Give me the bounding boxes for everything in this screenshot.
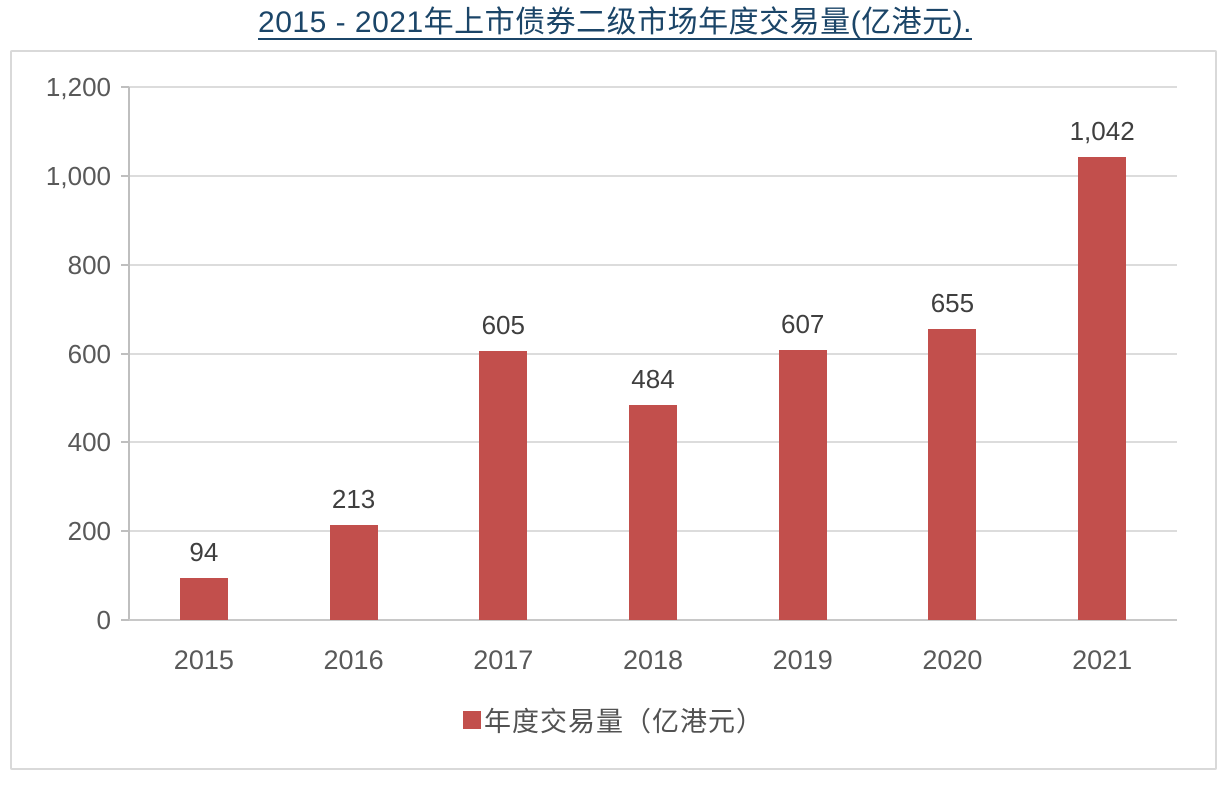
y-axis-tick-label: 600 bbox=[67, 338, 111, 369]
y-axis-tick bbox=[121, 263, 129, 266]
x-axis-category-label: 2017 bbox=[473, 645, 534, 675]
chart-title-link[interactable]: 2015 - 2021年上市债券二级市场年度交易量(亿港元). bbox=[258, 6, 972, 39]
x-axis-category-label: 2020 bbox=[922, 645, 983, 675]
bar-2017 bbox=[479, 351, 528, 620]
legend-series-label: 年度交易量（亿港元） bbox=[484, 707, 764, 737]
y-axis-tick-label: 0 bbox=[96, 605, 111, 635]
bar-value-label: 484 bbox=[631, 364, 675, 395]
x-axis-category-label: 2019 bbox=[772, 645, 833, 675]
y-axis-tick-label: 200 bbox=[67, 516, 111, 547]
legend: 年度交易量（亿港元） bbox=[12, 700, 1215, 739]
y-axis-tick-label: 1,200 bbox=[45, 72, 111, 102]
bar-value-label: 607 bbox=[781, 309, 825, 340]
bar-2019 bbox=[778, 350, 827, 620]
y-axis-tick bbox=[121, 174, 129, 177]
y-axis-tick bbox=[121, 619, 129, 621]
chart-container: 0 200 400 600 800 1,000 1,200 94 2015 213 2016 605 2… bbox=[10, 50, 1217, 770]
y-axis-tick-label: 1,000 bbox=[45, 160, 111, 191]
y-axis-tick bbox=[121, 530, 129, 533]
bar-value-label: 213 bbox=[331, 484, 376, 515]
y-axis-tick-label: 800 bbox=[67, 249, 111, 280]
y-axis-tick bbox=[121, 441, 129, 444]
gridline bbox=[129, 263, 1177, 266]
y-axis-line bbox=[128, 87, 130, 620]
x-axis-category-label: 2021 bbox=[1072, 645, 1133, 675]
x-axis-line bbox=[129, 619, 1177, 621]
bar-value-label: 1,042 bbox=[1069, 116, 1135, 147]
x-axis-category-label: 2015 bbox=[173, 645, 234, 675]
y-axis-tick bbox=[121, 352, 129, 355]
gridline bbox=[129, 174, 1177, 177]
bar-2016 bbox=[329, 525, 378, 620]
y-axis-tick bbox=[121, 86, 129, 88]
bar-value-label: 605 bbox=[481, 310, 525, 341]
x-axis-category-label: 2018 bbox=[622, 645, 684, 675]
bar-value-label: 655 bbox=[930, 288, 975, 319]
bar-2020 bbox=[928, 329, 977, 620]
gridline bbox=[129, 86, 1177, 88]
bar-2021 bbox=[1078, 157, 1127, 620]
gridline bbox=[129, 352, 1177, 355]
bar-2018 bbox=[629, 405, 677, 620]
x-axis-category-label: 2016 bbox=[323, 645, 384, 675]
legend-square-icon bbox=[463, 710, 481, 729]
y-axis-tick-label: 400 bbox=[67, 427, 111, 458]
bar-value-label: 94 bbox=[189, 537, 219, 568]
bar-2015 bbox=[179, 578, 228, 620]
plot-area: 0 200 400 600 800 1,000 1,200 94 2015 213 2016 605 2… bbox=[12, 52, 1215, 768]
